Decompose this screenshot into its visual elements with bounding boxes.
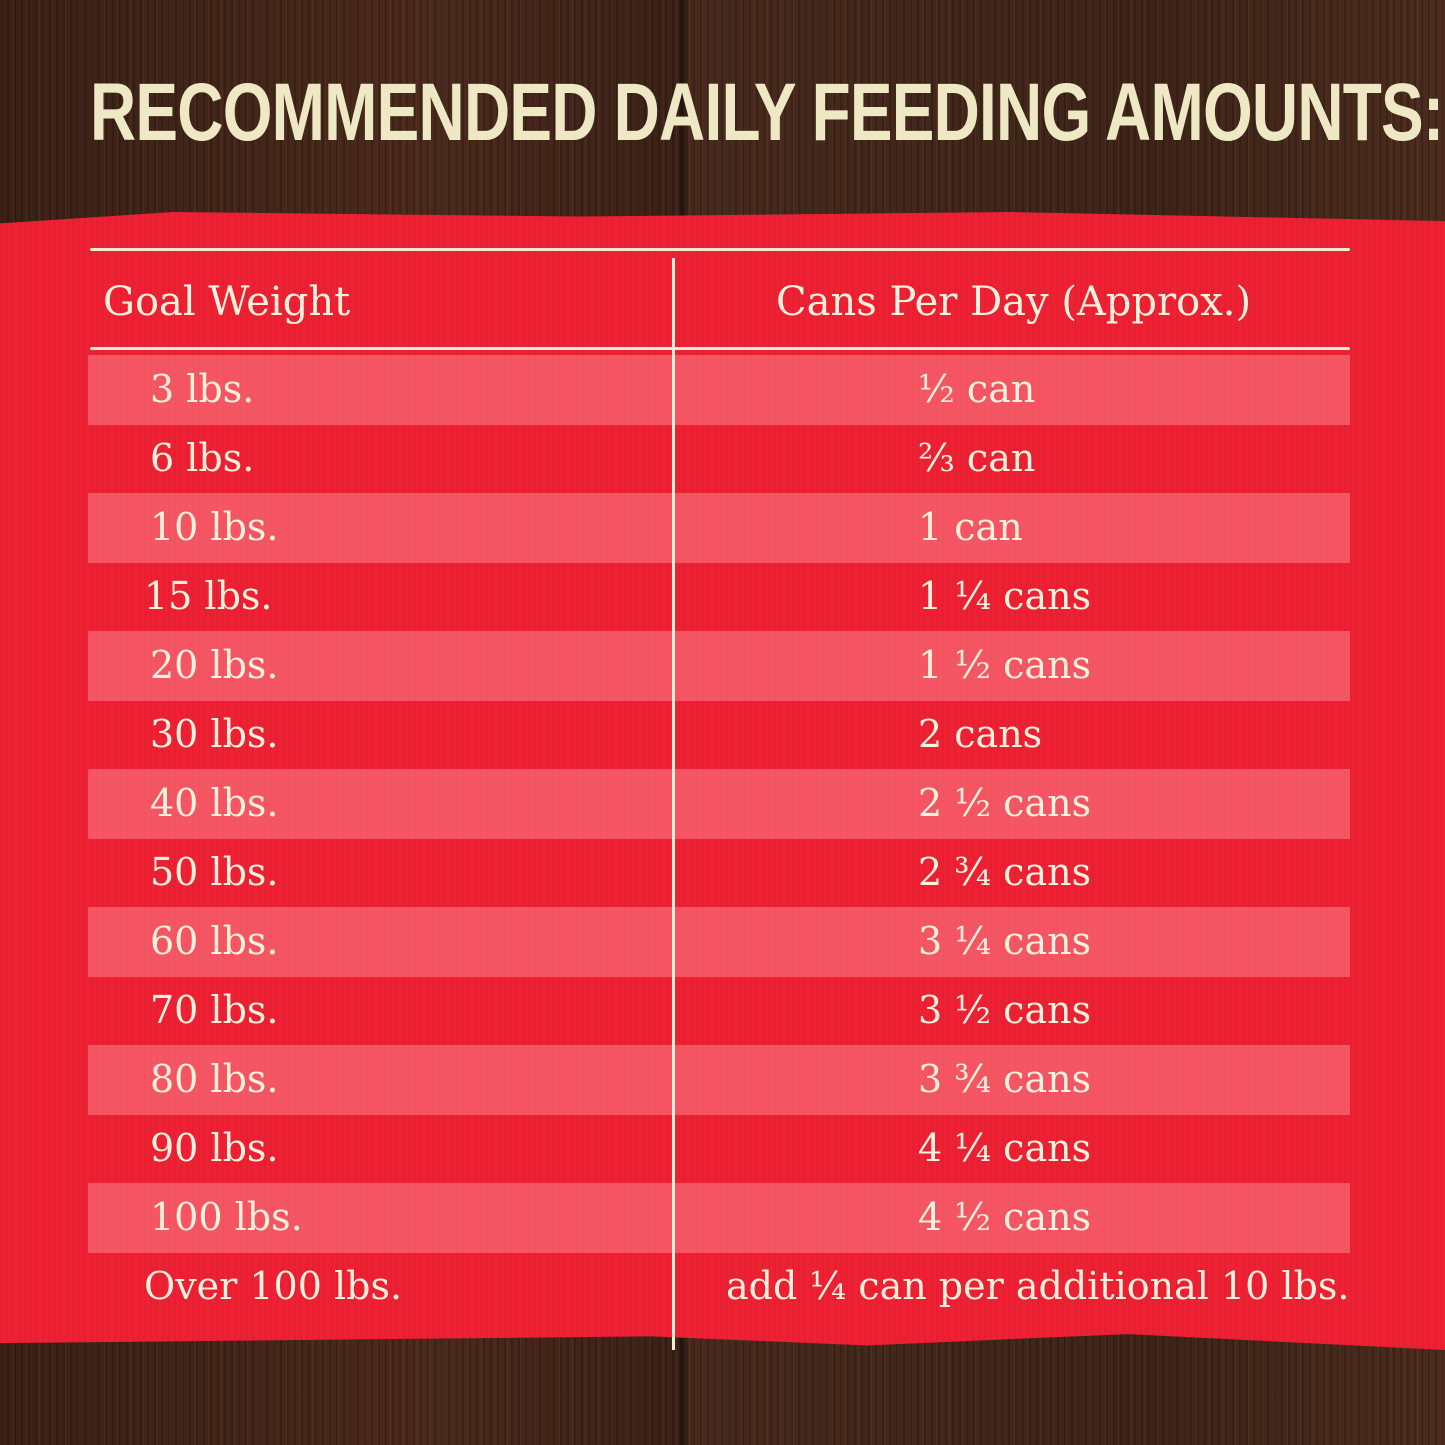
table-row: 30 lbs. 2 cans (88, 700, 1350, 770)
cans-per-day-cell: 3 ¼ cans (918, 919, 1092, 963)
goal-weight-cell: 70 lbs. (150, 988, 279, 1032)
table-row: 70 lbs. 3 ½ cans (88, 976, 1350, 1046)
table-row: 3 lbs. ½ can (88, 355, 1350, 425)
feeding-table-panel (0, 212, 1445, 1350)
cans-per-day-cell: 2 cans (918, 712, 1043, 756)
cans-per-day-cell: 2 ¾ cans (918, 850, 1092, 894)
table-row: 50 lbs. 2 ¾ cans (88, 838, 1350, 908)
column-header-cans-per-day: Cans Per Day (Approx.) (776, 279, 1252, 325)
goal-weight-cell: 30 lbs. (150, 712, 279, 756)
goal-weight-cell: 3 lbs. (150, 367, 255, 411)
cans-per-day-cell: 4 ½ cans (918, 1195, 1092, 1239)
cans-per-day-cell: ⅔ can (918, 436, 1036, 480)
page-title: RECOMMENDED DAILY FEEDING AMOUNTS: (90, 67, 1444, 158)
cans-per-day-cell: 1 ¼ cans (918, 574, 1092, 618)
goal-weight-cell: 60 lbs. (150, 919, 279, 963)
header-bottom-rule (90, 347, 1350, 350)
cans-per-day-cell: 4 ¼ cans (918, 1126, 1092, 1170)
goal-weight-cell: 6 lbs. (150, 436, 255, 480)
table-row: 60 lbs. 3 ¼ cans (88, 907, 1350, 977)
over-100-cans-cell: add ¼ can per additional 10 lbs. (726, 1264, 1350, 1308)
goal-weight-cell: 100 lbs. (150, 1195, 303, 1239)
cans-per-day-cell: 2 ½ cans (918, 781, 1092, 825)
cans-per-day-cell: 3 ½ cans (918, 988, 1092, 1032)
column-divider (672, 258, 675, 1350)
table-row: 100 lbs. 4 ½ cans (88, 1183, 1350, 1253)
cans-per-day-cell: 1 ½ cans (918, 643, 1092, 687)
goal-weight-cell: 20 lbs. (150, 643, 279, 687)
cans-per-day-cell: ½ can (918, 367, 1036, 411)
goal-weight-cell: 15 lbs. (144, 574, 273, 618)
table-row: 80 lbs. 3 ¾ cans (88, 1045, 1350, 1115)
table-row: 6 lbs. ⅔ can (88, 424, 1350, 494)
table-row: 20 lbs. 1 ½ cans (88, 631, 1350, 701)
table-row: 40 lbs. 2 ½ cans (88, 769, 1350, 839)
goal-weight-cell: 90 lbs. (150, 1126, 279, 1170)
column-header-goal-weight: Goal Weight (103, 279, 351, 325)
cans-per-day-cell: 1 can (918, 505, 1023, 549)
table-row: 90 lbs. 4 ¼ cans (88, 1114, 1350, 1184)
goal-weight-cell: 50 lbs. (150, 850, 279, 894)
goal-weight-cell: 80 lbs. (150, 1057, 279, 1101)
over-100-weight-cell: Over 100 lbs. (144, 1264, 403, 1308)
goal-weight-cell: 40 lbs. (150, 781, 279, 825)
table-row: 10 lbs. 1 can (88, 493, 1350, 563)
cans-per-day-cell: 3 ¾ cans (918, 1057, 1092, 1101)
header-top-rule (90, 248, 1350, 251)
goal-weight-cell: 10 lbs. (150, 505, 279, 549)
table-row: 15 lbs. 1 ¼ cans (88, 562, 1350, 632)
